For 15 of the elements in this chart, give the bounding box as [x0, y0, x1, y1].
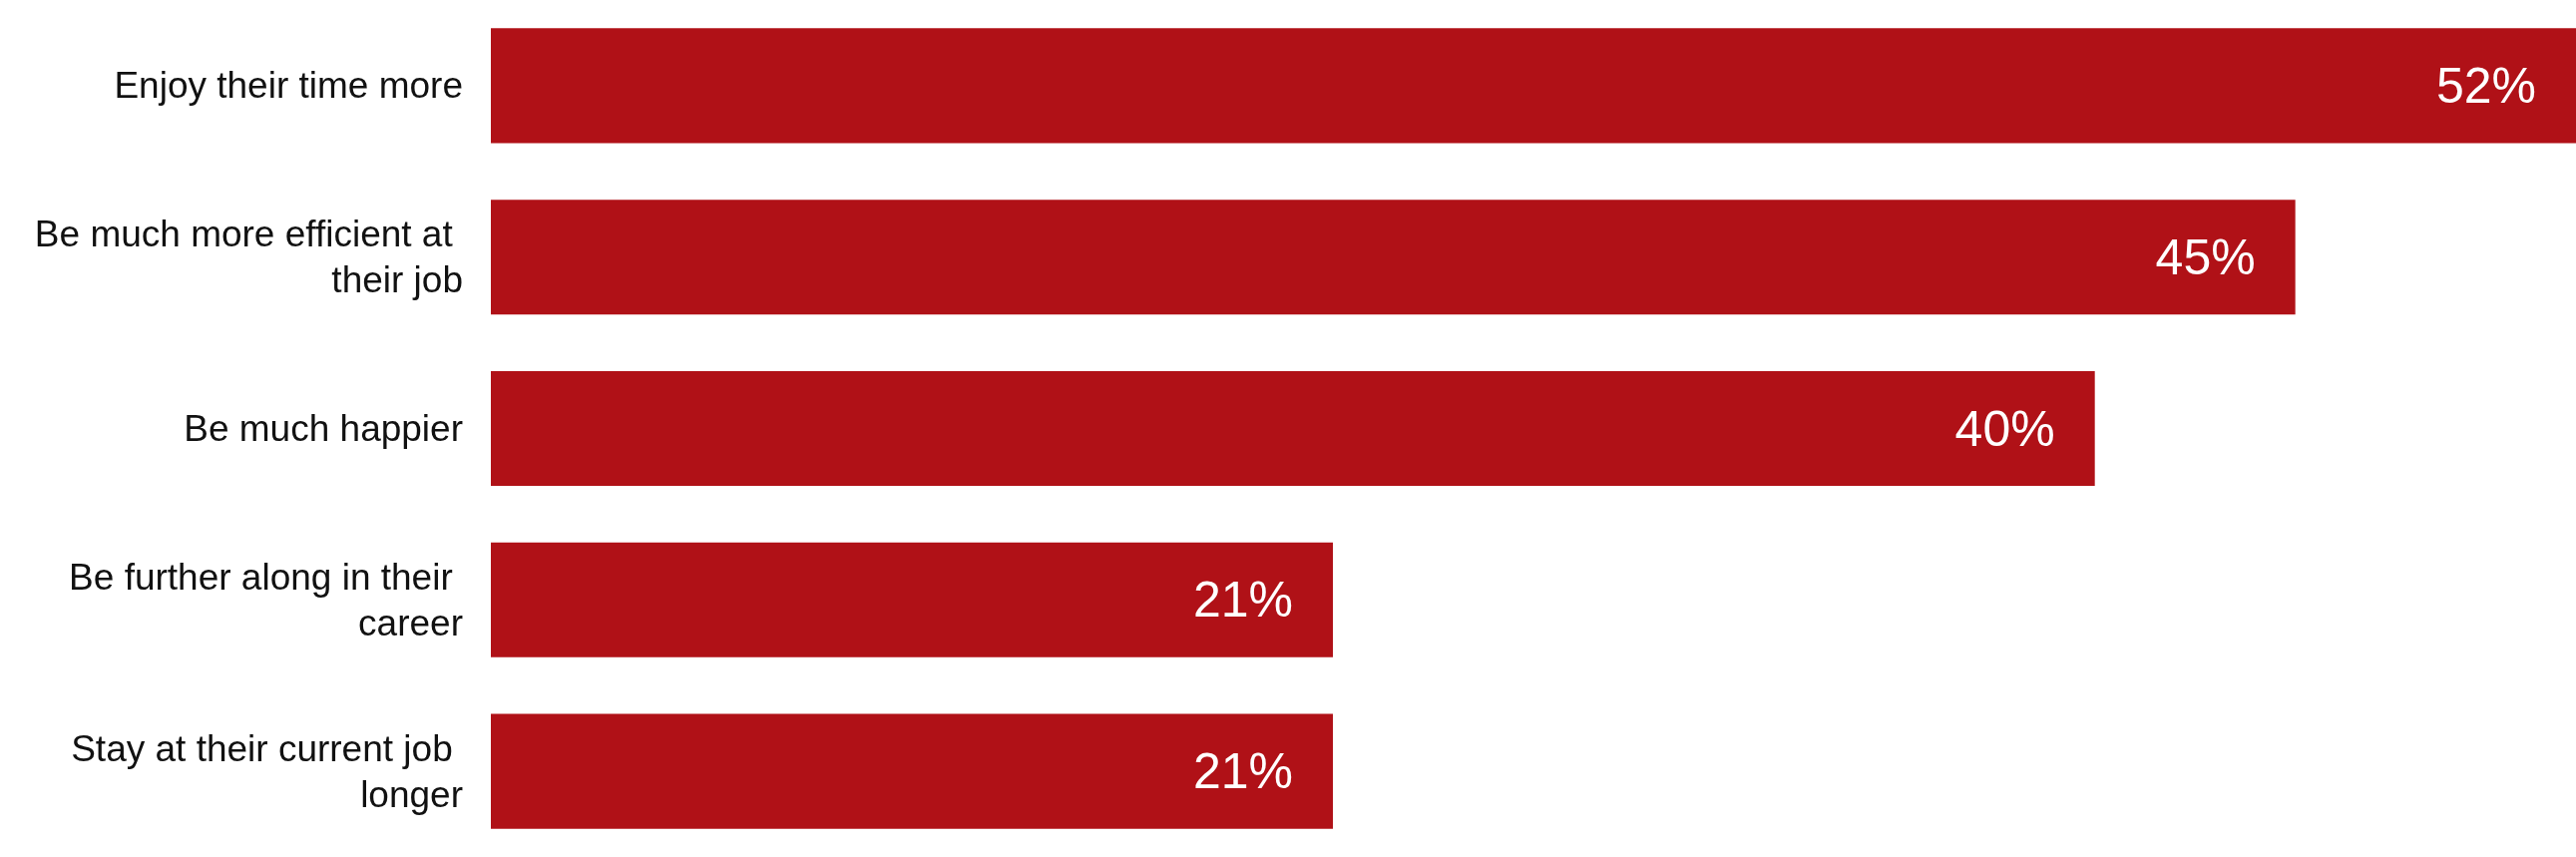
bar: [491, 542, 1334, 657]
y-tick-label: Be further along in their career: [69, 556, 463, 643]
bar: [491, 200, 2296, 315]
y-tick-label: Be much more efficient at their job: [34, 214, 463, 301]
data-label: 52%: [2435, 57, 2536, 114]
data-label: 45%: [2155, 228, 2256, 285]
bar: [491, 28, 2576, 144]
y-tick-label: Stay at their current job longer: [71, 727, 463, 815]
data-label: 21%: [1192, 572, 1294, 629]
y-tick-label: Be much happier: [184, 408, 463, 449]
bar: [491, 713, 1334, 829]
y-tick-label: Enjoy their time more: [114, 65, 463, 107]
data-label: 21%: [1192, 743, 1294, 800]
data-label: 40%: [1954, 400, 2055, 457]
bar: [491, 370, 2095, 487]
